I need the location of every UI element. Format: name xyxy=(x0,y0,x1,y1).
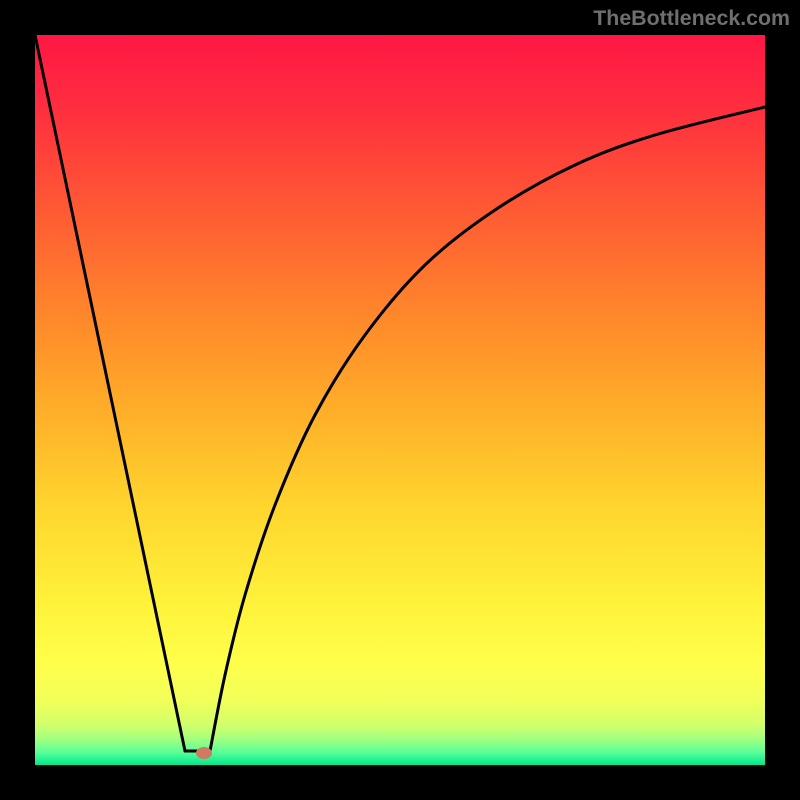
plot-area xyxy=(35,35,765,765)
curve-left-branch xyxy=(35,35,185,751)
optimum-marker xyxy=(196,747,212,759)
watermark-text: TheBottleneck.com xyxy=(593,6,790,31)
curve-layer xyxy=(35,35,765,765)
chart-frame: TheBottleneck.com xyxy=(0,0,800,800)
curve-right-branch xyxy=(210,107,765,751)
